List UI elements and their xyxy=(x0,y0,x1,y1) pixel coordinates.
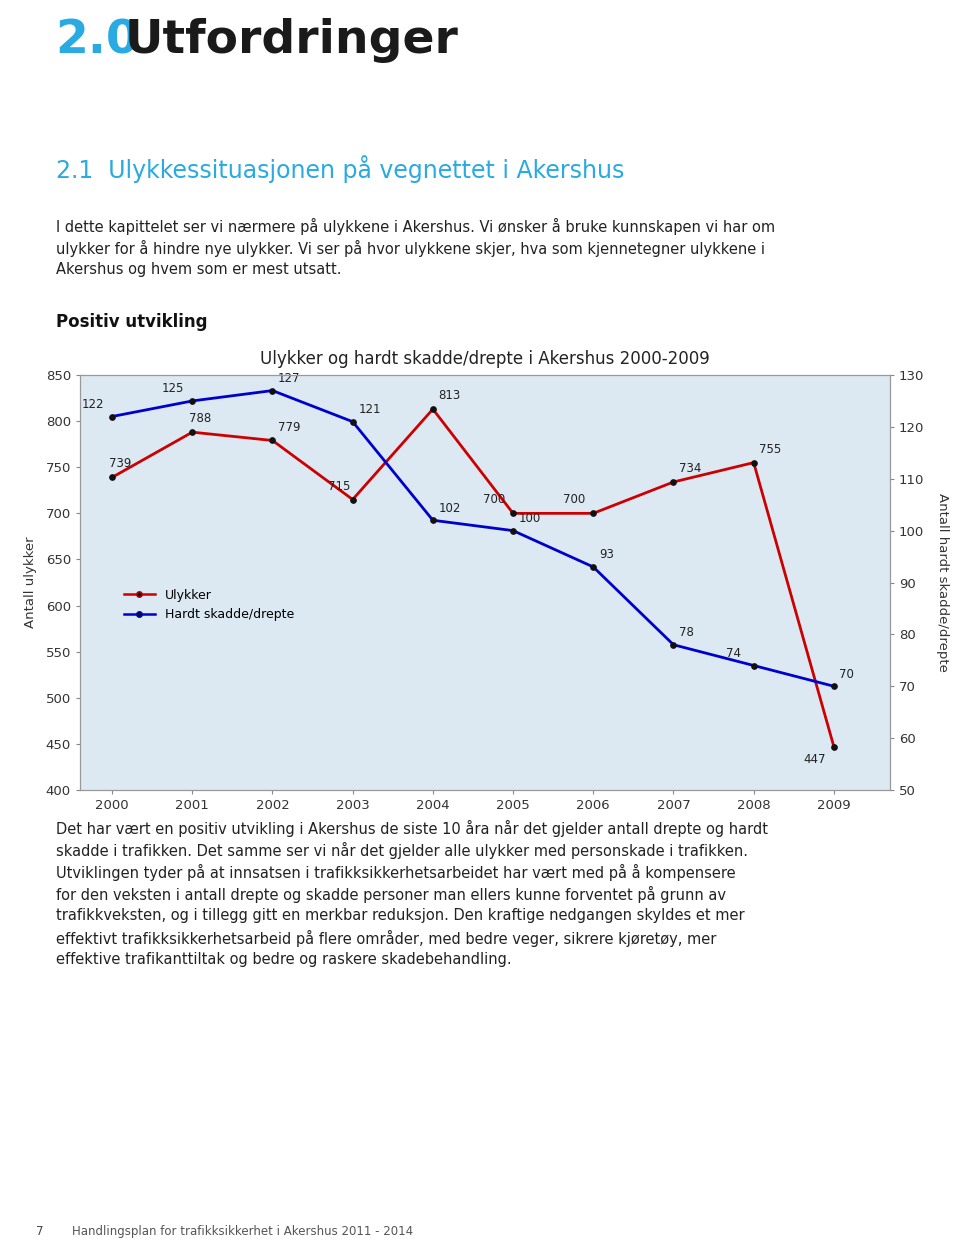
Text: 755: 755 xyxy=(759,443,781,456)
Text: 734: 734 xyxy=(679,462,702,476)
Text: 700: 700 xyxy=(563,493,585,506)
Text: Handlingsplan for trafikksikkerhet i Akershus 2011 - 2014: Handlingsplan for trafikksikkerhet i Ake… xyxy=(72,1225,413,1237)
Text: 127: 127 xyxy=(278,371,300,385)
Text: 7: 7 xyxy=(36,1225,44,1237)
Text: ulykker for å hindre nye ulykker. Vi ser på hvor ulykkene skjer, hva som kjennet: ulykker for å hindre nye ulykker. Vi ser… xyxy=(56,240,765,257)
Y-axis label: Antall ulykker: Antall ulykker xyxy=(24,537,37,629)
Text: 100: 100 xyxy=(518,512,540,525)
Text: trafikkveksten, og i tillegg gitt en merkbar reduksjon. Den kraftige nedgangen s: trafikkveksten, og i tillegg gitt en mer… xyxy=(56,909,744,922)
Text: 2.0: 2.0 xyxy=(56,18,139,63)
Text: 447: 447 xyxy=(804,753,826,766)
Text: 779: 779 xyxy=(278,420,300,433)
Legend: Ulykker, Hardt skadde/drepte: Ulykker, Hardt skadde/drepte xyxy=(119,584,300,626)
Text: Det har vært en positiv utvikling i Akershus de siste 10 åra når det gjelder ant: Det har vært en positiv utvikling i Aker… xyxy=(56,820,768,837)
Text: Utviklingen tyder på at innsatsen i trafikksikkerhetsarbeidet har vært med på å : Utviklingen tyder på at innsatsen i traf… xyxy=(56,863,735,881)
Text: Utfordringer: Utfordringer xyxy=(125,18,459,63)
Text: 70: 70 xyxy=(839,668,854,680)
Text: 739: 739 xyxy=(109,457,132,471)
Y-axis label: Antall hardt skadde/drepte: Antall hardt skadde/drepte xyxy=(935,493,948,671)
Text: 700: 700 xyxy=(483,493,505,506)
Text: 715: 715 xyxy=(327,479,350,492)
Text: 78: 78 xyxy=(679,626,694,639)
Text: effektivt trafikksikkerhetsarbeid på flere områder, med bedre veger, sikrere kjø: effektivt trafikksikkerhetsarbeid på fle… xyxy=(56,930,716,948)
Text: 102: 102 xyxy=(439,502,461,515)
Text: 121: 121 xyxy=(358,403,381,417)
Text: 813: 813 xyxy=(439,389,461,402)
Text: 122: 122 xyxy=(82,398,104,410)
Text: I dette kapittelet ser vi nærmere på ulykkene i Akershus. Vi ønsker å bruke kunn: I dette kapittelet ser vi nærmere på uly… xyxy=(56,218,775,235)
Text: skadde i trafikken. Det samme ser vi når det gjelder alle ulykker med personskad: skadde i trafikken. Det samme ser vi når… xyxy=(56,842,748,858)
Text: effektive trafikanttiltak og bedre og raskere skadebehandling.: effektive trafikanttiltak og bedre og ra… xyxy=(56,953,512,968)
Text: 2.1  Ulykkessituasjonen på vegnettet i Akershus: 2.1 Ulykkessituasjonen på vegnettet i Ak… xyxy=(56,156,624,183)
Text: Akershus og hvem som er mest utsatt.: Akershus og hvem som er mest utsatt. xyxy=(56,262,341,277)
Text: 125: 125 xyxy=(161,383,184,395)
Text: 788: 788 xyxy=(189,412,212,425)
Text: 93: 93 xyxy=(599,548,613,561)
Title: Ulykker og hardt skadde/drepte i Akershus 2000-2009: Ulykker og hardt skadde/drepte i Akershu… xyxy=(260,350,709,368)
Text: Positiv utvikling: Positiv utvikling xyxy=(56,312,207,331)
Text: for den veksten i antall drepte og skadde personer man ellers kunne forventet på: for den veksten i antall drepte og skadd… xyxy=(56,886,726,904)
Text: 74: 74 xyxy=(726,646,741,660)
